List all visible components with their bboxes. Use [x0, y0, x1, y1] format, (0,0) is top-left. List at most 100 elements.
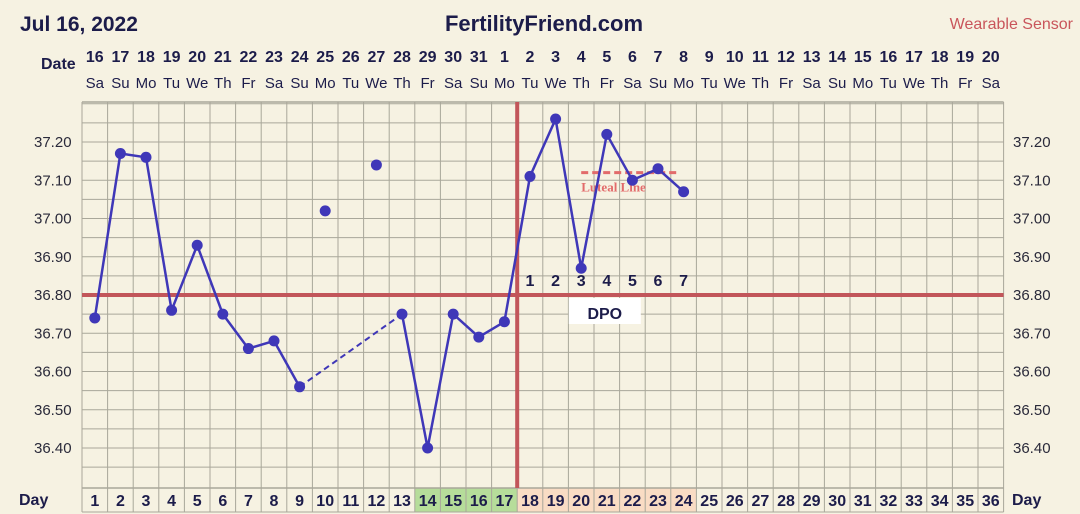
day-label: 25: [700, 493, 718, 510]
date-label: 12: [777, 49, 795, 66]
weekday-label: We: [365, 75, 387, 92]
date-label: 11: [752, 49, 769, 66]
day-label: 16: [470, 493, 488, 510]
day-label: 32: [880, 493, 898, 510]
temperature-point: [268, 335, 280, 347]
date-label: 3: [551, 49, 560, 66]
date-label: 14: [828, 49, 846, 66]
day-label: 8: [270, 493, 279, 510]
date-label: 13: [803, 49, 821, 66]
weekday-label: We: [903, 75, 925, 92]
temperature-point: [626, 174, 638, 186]
day-label: 36: [982, 493, 1000, 510]
day-label: 19: [547, 493, 565, 510]
site-title: FertilityFriend.com: [445, 11, 643, 36]
weekday-label: Tu: [701, 75, 718, 92]
temperature-point: [498, 316, 510, 328]
y-tick-label-right: 36.60: [1013, 364, 1051, 381]
weekday-label: Tu: [163, 75, 180, 92]
y-tick-label-right: 36.90: [1013, 249, 1051, 266]
y-tick-label-left: 36.70: [34, 325, 72, 342]
day-cell-highlight: [670, 488, 697, 512]
date-label: 28: [393, 49, 411, 66]
y-tick-label-left: 36.80: [34, 287, 72, 304]
day-label: 20: [572, 493, 590, 510]
day-label: 33: [905, 493, 923, 510]
dpo-label-box: [568, 298, 641, 324]
day-cell-highlight: [568, 488, 594, 512]
temperature-point: [294, 381, 306, 393]
weekday-label: Su: [111, 75, 129, 92]
date-label: 20: [188, 49, 206, 66]
weekday-label: Su: [470, 75, 488, 92]
weekday-label: Tu: [880, 75, 897, 92]
y-tick-label-right: 37.10: [1013, 172, 1051, 189]
date-label: 5: [602, 49, 611, 66]
date-label: 8: [679, 49, 688, 66]
day-cell-highlight: [645, 488, 671, 512]
y-tick-label-left: 37.20: [34, 134, 72, 151]
day-cell-highlight: [440, 488, 466, 512]
weekday-label: Fr: [600, 75, 614, 92]
date-label: 16: [86, 49, 104, 66]
day-row-label-left: Day: [19, 492, 48, 509]
y-tick-label-right: 36.70: [1013, 325, 1051, 342]
y-tick-label-right: 36.50: [1013, 402, 1051, 419]
date-label: 27: [368, 49, 386, 66]
temperature-point: [140, 151, 152, 163]
temperature-dashed-line: [299, 313, 403, 388]
day-row-label-right: Day: [1012, 492, 1041, 509]
date-label: 6: [628, 49, 637, 66]
day-label: 21: [598, 493, 616, 510]
date-row-label: Date: [41, 56, 76, 73]
day-label: 3: [142, 493, 151, 510]
day-label: 29: [803, 493, 821, 510]
y-tick-label-right: 36.40: [1013, 440, 1051, 457]
temperature-point: [601, 128, 613, 140]
temperature-point: [191, 239, 203, 251]
day-cell-highlight: [594, 488, 620, 512]
temperature-point: [524, 170, 536, 182]
temperature-point: [114, 147, 126, 159]
weekday-label: Mo: [136, 75, 157, 92]
date-label: 2: [526, 49, 535, 66]
weekday-label: Mo: [494, 75, 515, 92]
weekday-label: Su: [649, 75, 667, 92]
day-label: 30: [828, 493, 846, 510]
date-label: 1: [500, 49, 509, 66]
weekday-label: We: [544, 75, 566, 92]
day-label: 12: [368, 493, 386, 510]
temperature-point: [319, 205, 331, 217]
date-label: 18: [137, 49, 155, 66]
temperature-point: [652, 163, 664, 175]
date-label: 9: [705, 49, 714, 66]
date-label: 15: [854, 49, 872, 66]
dpo-number: 4: [602, 273, 611, 290]
date-label: 31: [470, 49, 488, 66]
weekday-label: Fr: [779, 75, 793, 92]
day-label: 22: [624, 493, 642, 510]
y-tick-label-right: 36.80: [1013, 287, 1051, 304]
weekday-label: Su: [828, 75, 846, 92]
weekday-label: Sa: [802, 75, 821, 92]
weekday-label: Mo: [673, 75, 694, 92]
y-tick-label-left: 36.90: [34, 249, 72, 266]
temperature-point: [550, 113, 562, 125]
day-label: 6: [218, 493, 227, 510]
weekday-label: Th: [214, 75, 232, 92]
temperature-point: [447, 308, 459, 320]
day-label: 26: [726, 493, 744, 510]
date-label: 18: [931, 49, 949, 66]
day-label: 1: [90, 493, 99, 510]
temperature-point: [242, 343, 254, 355]
weekday-label: Fr: [241, 75, 255, 92]
day-label: 24: [675, 493, 693, 510]
weekday-label: Fr: [421, 75, 435, 92]
day-label: 13: [393, 493, 411, 510]
dpo-number: 6: [654, 273, 663, 290]
day-label: 15: [444, 493, 462, 510]
weekday-label: Mo: [852, 75, 873, 92]
date-label: 10: [726, 49, 744, 66]
